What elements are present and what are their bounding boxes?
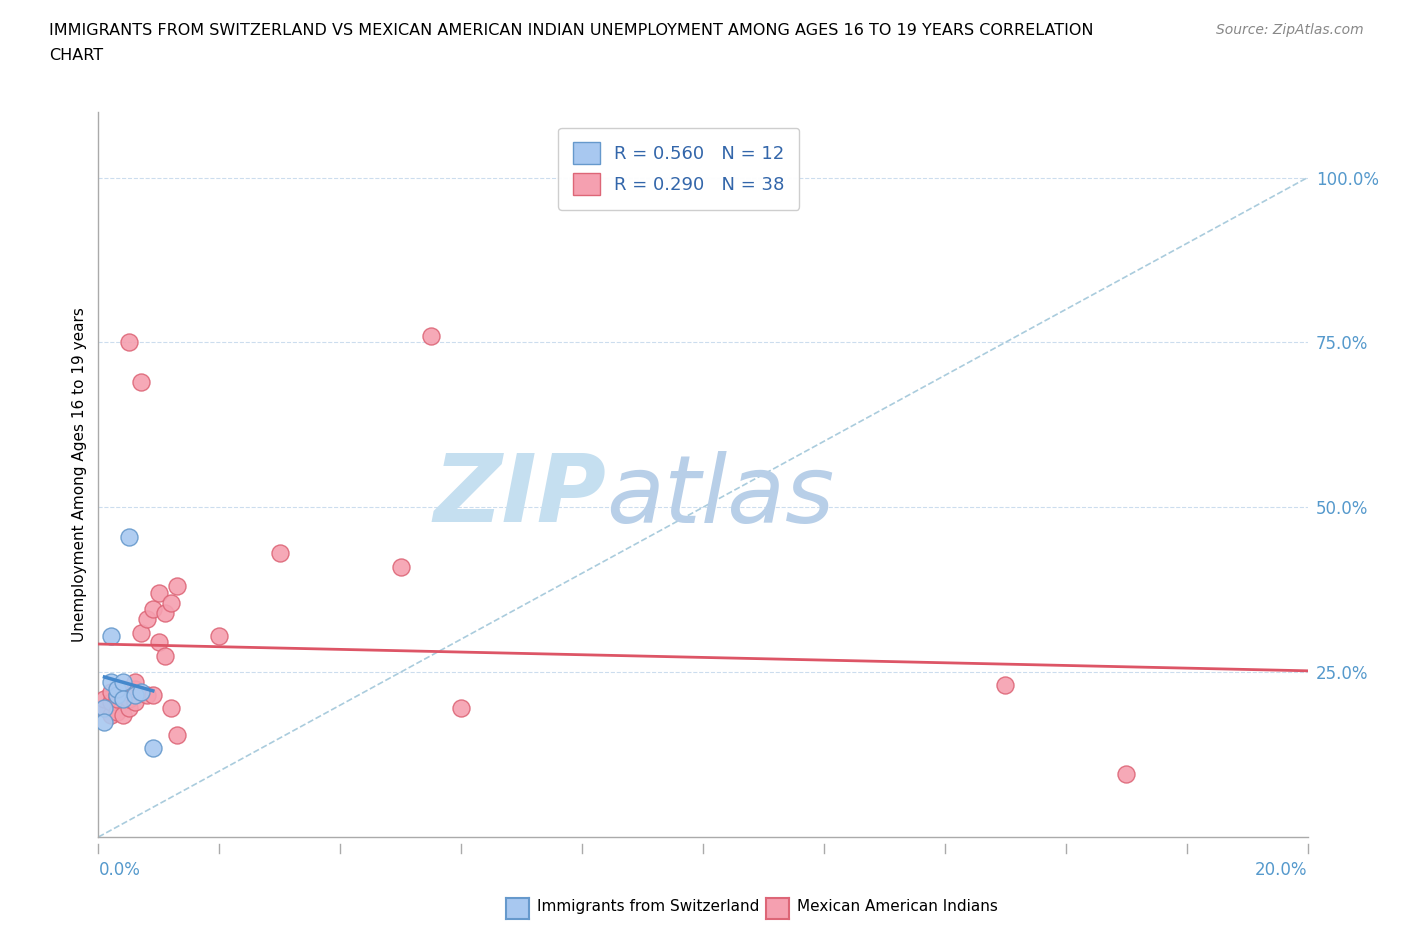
- Point: [1115, 767, 1137, 782]
- Point: [111, 688, 134, 703]
- Point: [153, 605, 176, 620]
- Point: [93, 714, 115, 729]
- Point: [100, 708, 122, 723]
- Point: [124, 674, 146, 689]
- Text: 20.0%: 20.0%: [1256, 860, 1308, 879]
- Point: [420, 328, 443, 343]
- Point: [269, 546, 291, 561]
- Text: CHART: CHART: [49, 48, 103, 63]
- Text: atlas: atlas: [606, 450, 835, 541]
- Point: [135, 688, 157, 703]
- Point: [208, 629, 231, 644]
- Point: [105, 688, 128, 703]
- Point: [124, 681, 146, 696]
- Point: [105, 688, 128, 703]
- Point: [118, 335, 141, 350]
- Y-axis label: Unemployment Among Ages 16 to 19 years: Unemployment Among Ages 16 to 19 years: [72, 307, 87, 642]
- Point: [142, 740, 165, 755]
- Point: [450, 701, 472, 716]
- Text: 0.0%: 0.0%: [98, 860, 141, 879]
- Point: [118, 701, 141, 716]
- Point: [105, 691, 128, 706]
- Text: ZIP: ZIP: [433, 450, 606, 542]
- Point: [118, 691, 141, 706]
- Point: [100, 695, 122, 710]
- Point: [153, 648, 176, 663]
- Point: [93, 691, 115, 706]
- Point: [166, 727, 188, 742]
- Point: [111, 674, 134, 689]
- Point: [142, 602, 165, 617]
- Text: Immigrants from Switzerland: Immigrants from Switzerland: [537, 899, 759, 914]
- Point: [129, 684, 152, 699]
- Point: [166, 579, 188, 594]
- Point: [160, 595, 183, 610]
- Point: [111, 691, 134, 706]
- Point: [148, 586, 170, 601]
- Point: [994, 678, 1017, 693]
- Point: [135, 612, 157, 627]
- Point: [160, 701, 183, 716]
- Point: [93, 701, 115, 716]
- Point: [100, 674, 122, 689]
- Text: Mexican American Indians: Mexican American Indians: [797, 899, 998, 914]
- Point: [105, 681, 128, 696]
- Point: [100, 629, 122, 644]
- Point: [100, 684, 122, 699]
- Point: [129, 375, 152, 390]
- Point: [111, 681, 134, 696]
- Point: [124, 695, 146, 710]
- Point: [105, 704, 128, 719]
- Point: [111, 708, 134, 723]
- Point: [93, 701, 115, 716]
- Point: [389, 559, 412, 574]
- Point: [148, 635, 170, 650]
- Text: IMMIGRANTS FROM SWITZERLAND VS MEXICAN AMERICAN INDIAN UNEMPLOYMENT AMONG AGES 1: IMMIGRANTS FROM SWITZERLAND VS MEXICAN A…: [49, 23, 1094, 38]
- Point: [129, 625, 152, 640]
- Point: [124, 688, 146, 703]
- Legend: R = 0.560   N = 12, R = 0.290   N = 38: R = 0.560 N = 12, R = 0.290 N = 38: [558, 128, 799, 210]
- Text: Source: ZipAtlas.com: Source: ZipAtlas.com: [1216, 23, 1364, 37]
- Point: [118, 529, 141, 544]
- Point: [142, 688, 165, 703]
